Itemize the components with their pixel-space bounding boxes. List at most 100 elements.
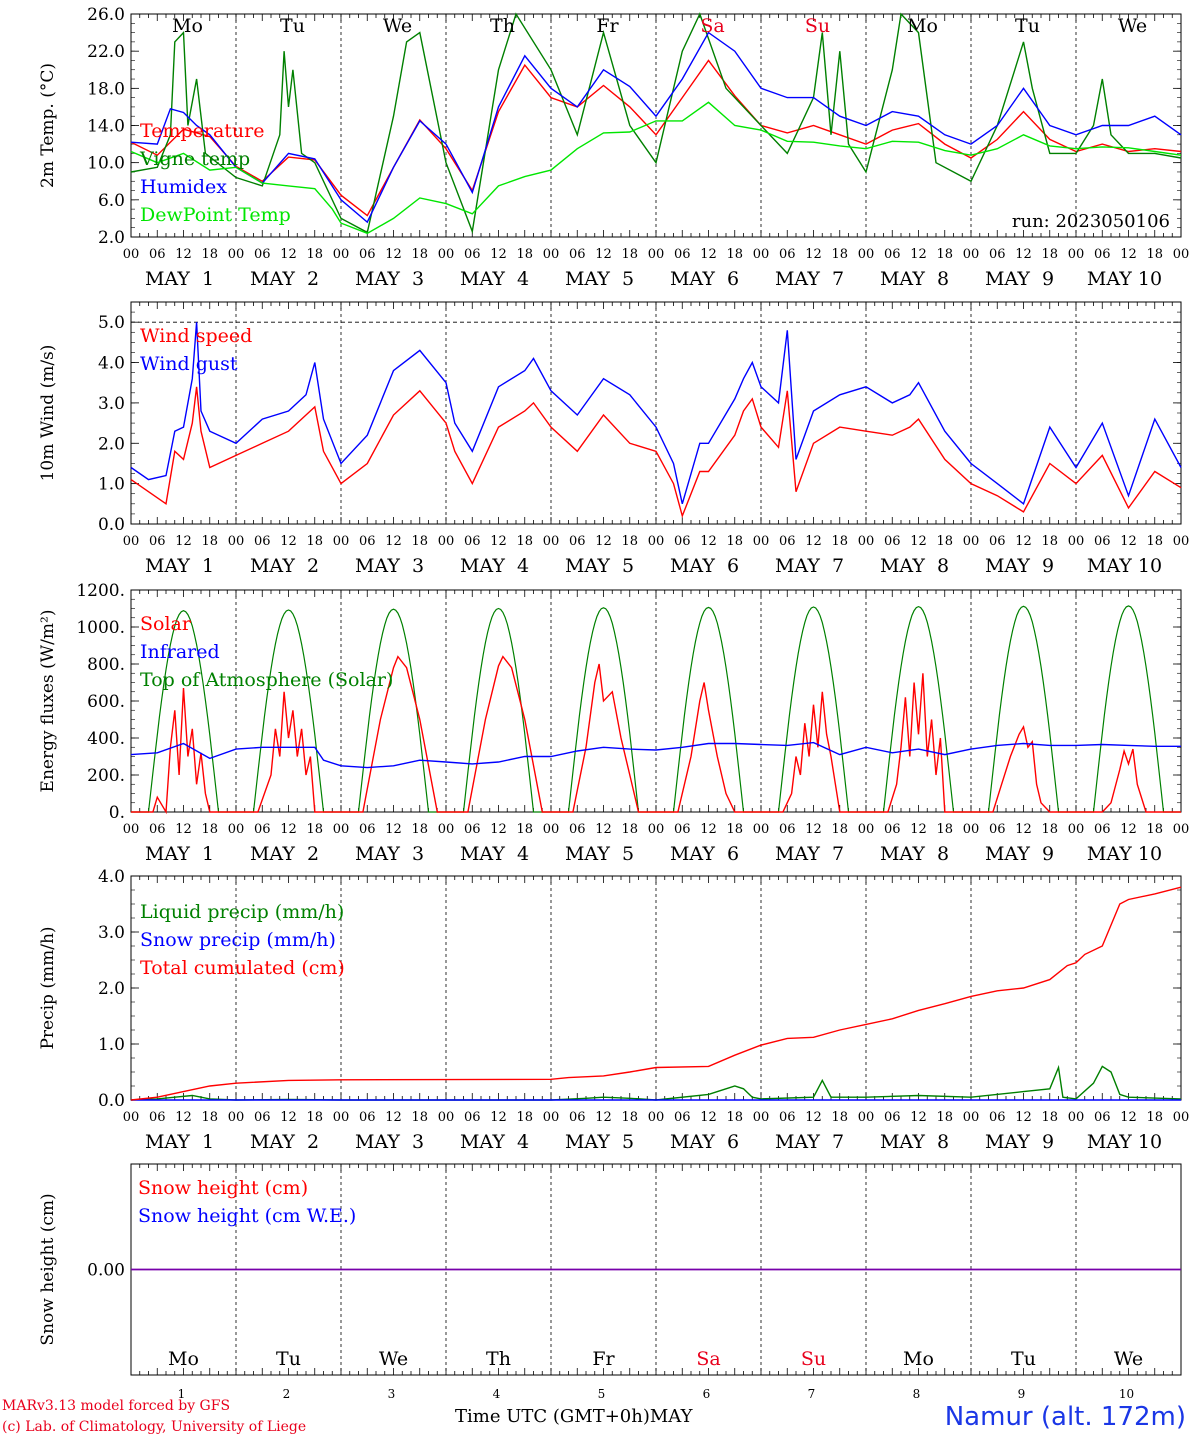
hour-tick-label: 12 bbox=[490, 247, 507, 262]
date-label: MAY 1 bbox=[145, 843, 214, 865]
hour-tick-label: 18 bbox=[411, 1110, 428, 1125]
y-tick-label: 26.0 bbox=[87, 5, 125, 25]
y-tick-label: 400. bbox=[87, 729, 125, 749]
hour-tick-label: 12 bbox=[595, 1110, 612, 1125]
hour-tick-label: 18 bbox=[516, 822, 533, 837]
date-label: MAY 3 bbox=[355, 1131, 424, 1153]
day-name-top: Su bbox=[805, 15, 830, 37]
day-number: 4 bbox=[493, 1387, 501, 1401]
day-name-bottom: Fr bbox=[592, 1348, 615, 1370]
hour-tick-label: 12 bbox=[700, 534, 717, 549]
hour-tick-label: 06 bbox=[254, 534, 271, 549]
hour-tick-label: 18 bbox=[516, 534, 533, 549]
hour-tick-label: 18 bbox=[306, 1110, 323, 1125]
hour-tick-label: 06 bbox=[1094, 822, 1111, 837]
hour-tick-label: 12 bbox=[1120, 822, 1137, 837]
hour-tick-label: 12 bbox=[1120, 247, 1137, 262]
hour-tick-label: 06 bbox=[359, 534, 376, 549]
hour-tick-label: 00 bbox=[963, 534, 980, 549]
hour-tick-label: 00 bbox=[228, 247, 245, 262]
hour-tick-label: 00 bbox=[753, 1110, 770, 1125]
hour-tick-label: 00 bbox=[963, 822, 980, 837]
date-label: MAY 6 bbox=[670, 843, 739, 865]
y-tick-label: 1.0 bbox=[98, 475, 125, 495]
y-tick-label: 2.0 bbox=[98, 434, 125, 454]
hour-tick-label: 00 bbox=[438, 247, 455, 262]
day-name-top: Fr bbox=[596, 15, 619, 37]
hour-tick-label: 00 bbox=[543, 822, 560, 837]
hour-tick-label: 00 bbox=[123, 822, 140, 837]
legend-entry: Vigne temp bbox=[139, 148, 250, 170]
hour-tick-label: 06 bbox=[989, 247, 1006, 262]
hour-tick-label: 12 bbox=[700, 1110, 717, 1125]
y-tick-label: 0.0 bbox=[98, 515, 125, 535]
date-label: MAY 6 bbox=[670, 1131, 739, 1153]
hour-tick-label: 12 bbox=[700, 247, 717, 262]
date-label: MAY 10 bbox=[1087, 555, 1162, 577]
hour-tick-label: 12 bbox=[280, 247, 297, 262]
hour-tick-label: 06 bbox=[884, 534, 901, 549]
hour-tick-label: 06 bbox=[989, 534, 1006, 549]
hour-tick-label: 00 bbox=[123, 534, 140, 549]
hour-tick-label: 00 bbox=[1068, 1110, 1085, 1125]
day-number: 7 bbox=[808, 1387, 816, 1401]
hour-tick-label: 00 bbox=[648, 247, 665, 262]
day-number: 3 bbox=[388, 1387, 396, 1401]
hour-tick-label: 18 bbox=[1041, 247, 1058, 262]
series-line-3 bbox=[130, 31, 1182, 224]
hour-tick-label: 00 bbox=[228, 534, 245, 549]
hour-tick-label: 06 bbox=[989, 1110, 1006, 1125]
date-label: MAY 10 bbox=[1087, 1131, 1162, 1153]
date-label: MAY 8 bbox=[880, 843, 949, 865]
hour-tick-label: 06 bbox=[149, 534, 166, 549]
hour-tick-label: 06 bbox=[359, 1110, 376, 1125]
y-tick-label: 2.0 bbox=[98, 979, 125, 999]
y-tick-label: 1000. bbox=[76, 618, 125, 638]
hour-tick-label: 18 bbox=[831, 247, 848, 262]
hour-tick-label: 00 bbox=[543, 247, 560, 262]
series-line-toa-solar bbox=[131, 605, 1181, 813]
hour-tick-label: 00 bbox=[1173, 822, 1190, 837]
hour-tick-label: 00 bbox=[1173, 534, 1190, 549]
date-label: MAY 6 bbox=[670, 268, 739, 290]
y-tick-label: 6.0 bbox=[98, 191, 125, 211]
hour-tick-label: 06 bbox=[779, 534, 796, 549]
hour-tick-label: 06 bbox=[464, 1110, 481, 1125]
y-tick-label: 3.0 bbox=[98, 923, 125, 943]
hour-tick-label: 18 bbox=[1041, 534, 1058, 549]
hour-tick-label: 06 bbox=[1094, 534, 1111, 549]
day-name-top: Sa bbox=[700, 15, 724, 37]
date-label: MAY 4 bbox=[460, 843, 529, 865]
hour-tick-label: 18 bbox=[831, 534, 848, 549]
hour-tick-label: 00 bbox=[858, 534, 875, 549]
station-label: Namur (alt. 172m) bbox=[944, 1402, 1186, 1432]
date-label: MAY 4 bbox=[460, 1131, 529, 1153]
hour-tick-label: 18 bbox=[306, 822, 323, 837]
hour-tick-label: 06 bbox=[149, 822, 166, 837]
hour-tick-label: 06 bbox=[254, 1110, 271, 1125]
y-axis-label: 2m Temp. (°C) bbox=[38, 63, 58, 188]
hour-tick-label: 00 bbox=[753, 534, 770, 549]
model-credit: MARv3.13 model forced by GFS bbox=[2, 1398, 231, 1414]
y-tick-label: 5.0 bbox=[98, 313, 125, 333]
hour-tick-label: 18 bbox=[306, 534, 323, 549]
legend-entry: Infrared bbox=[140, 641, 220, 663]
hour-tick-label: 12 bbox=[175, 534, 192, 549]
hour-tick-label: 06 bbox=[1094, 1110, 1111, 1125]
hour-tick-label: 12 bbox=[385, 247, 402, 262]
hour-tick-label: 12 bbox=[175, 247, 192, 262]
hour-tick-label: 06 bbox=[359, 247, 376, 262]
hour-tick-label: 12 bbox=[910, 1110, 927, 1125]
day-name-top: Mo bbox=[907, 15, 938, 37]
legend-entry: Liquid precip (mm/h) bbox=[140, 901, 344, 923]
hour-tick-label: 06 bbox=[464, 822, 481, 837]
day-name-bottom: We bbox=[1114, 1348, 1143, 1370]
hour-tick-label: 18 bbox=[1041, 822, 1058, 837]
hour-tick-label: 00 bbox=[1173, 1110, 1190, 1125]
hour-tick-label: 06 bbox=[779, 1110, 796, 1125]
legend-entry: DewPoint Temp bbox=[140, 204, 291, 226]
hour-tick-label: 18 bbox=[411, 534, 428, 549]
hour-tick-label: 12 bbox=[280, 534, 297, 549]
hour-tick-label: 12 bbox=[910, 822, 927, 837]
day-name-top: Tu bbox=[1015, 15, 1040, 37]
